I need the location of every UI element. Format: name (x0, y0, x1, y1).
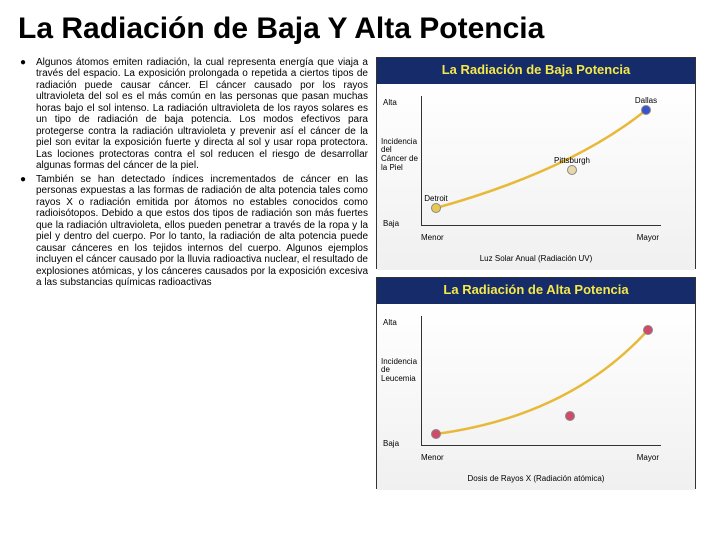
y-axis-min: Baja (383, 439, 399, 448)
x-axis-max: Mayor (637, 233, 659, 242)
bullet-icon: ● (18, 57, 36, 172)
data-point (567, 165, 577, 175)
list-item: ● Algunos átomos emiten radiación, la cu… (18, 57, 368, 172)
list-item: ● También se han detectado índices incre… (18, 174, 368, 289)
point-label: Pittsburgh (554, 156, 590, 165)
x-axis-max: Mayor (637, 453, 659, 462)
point-label: Detroit (424, 194, 448, 203)
y-axis-max: Alta (383, 318, 397, 327)
chart-high-power: La Radiación de Alta Potencia Incidencia… (376, 277, 696, 489)
curve-line (422, 96, 662, 226)
x-axis-min: Menor (421, 453, 444, 462)
content-row: ● Algunos átomos emiten radiación, la cu… (18, 57, 702, 489)
chart-title: La Radiación de Alta Potencia (377, 278, 695, 304)
curve-line (422, 316, 662, 446)
x-axis-title: Dosis de Rayos X (Radiación atómica) (456, 475, 616, 484)
data-point (641, 105, 651, 115)
point-label: Dallas (635, 96, 657, 105)
text-column: ● Algunos átomos emiten radiación, la cu… (18, 57, 368, 489)
chart-body: Incidencia de Leucemia Alta Baja Menor M… (377, 304, 695, 490)
data-point (431, 429, 441, 439)
plot-area: Detroit Pittsburgh Dallas (421, 96, 661, 226)
page-title: La Radiación de Baja Y Alta Potencia (18, 12, 702, 47)
data-point (643, 325, 653, 335)
chart-title: La Radiación de Baja Potencia (377, 58, 695, 84)
bullet-text: Algunos átomos emiten radiación, la cual… (36, 57, 368, 172)
y-axis-title: Incidencia de Leucemia (381, 358, 419, 384)
chart-body: Incidencia del Cáncer de la Piel Alta Ba… (377, 84, 695, 270)
charts-column: La Radiación de Baja Potencia Incidencia… (376, 57, 696, 489)
data-point (565, 411, 575, 421)
y-axis-min: Baja (383, 219, 399, 228)
plot-area (421, 316, 661, 446)
y-axis-title: Incidencia del Cáncer de la Piel (381, 138, 419, 173)
y-axis-max: Alta (383, 98, 397, 107)
x-axis-min: Menor (421, 233, 444, 242)
x-axis-title: Luz Solar Anual (Radiación UV) (456, 255, 616, 264)
data-point (431, 203, 441, 213)
bullet-icon: ● (18, 174, 36, 289)
bullet-text: También se han detectado índices increme… (36, 174, 368, 289)
chart-low-power: La Radiación de Baja Potencia Incidencia… (376, 57, 696, 269)
